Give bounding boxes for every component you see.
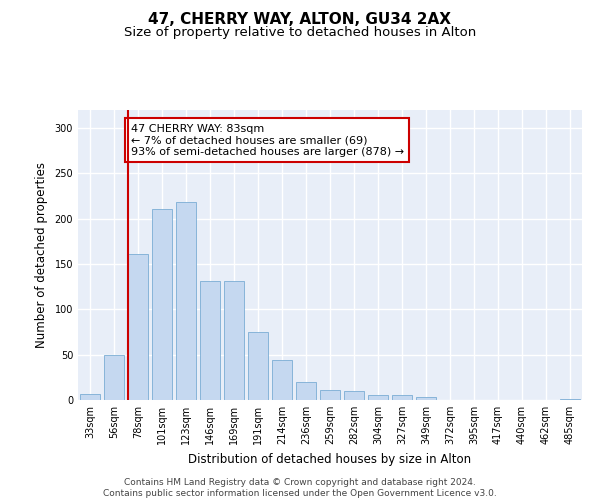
Bar [416, 398, 436, 400]
Bar [272, 360, 292, 400]
Text: Size of property relative to detached houses in Alton: Size of property relative to detached ho… [124, 26, 476, 39]
Bar [200, 282, 220, 400]
Bar [224, 282, 244, 400]
Bar [176, 202, 196, 400]
Bar [560, 399, 580, 400]
Text: 47 CHERRY WAY: 83sqm
← 7% of detached houses are smaller (69)
93% of semi-detach: 47 CHERRY WAY: 83sqm ← 7% of detached ho… [131, 124, 404, 157]
Bar [248, 332, 268, 400]
X-axis label: Distribution of detached houses by size in Alton: Distribution of detached houses by size … [188, 452, 472, 466]
Y-axis label: Number of detached properties: Number of detached properties [35, 162, 47, 348]
Bar [392, 394, 412, 400]
Bar [368, 394, 388, 400]
Bar [104, 354, 124, 400]
Bar [296, 382, 316, 400]
Text: 47, CHERRY WAY, ALTON, GU34 2AX: 47, CHERRY WAY, ALTON, GU34 2AX [149, 12, 452, 28]
Bar [128, 254, 148, 400]
Bar [320, 390, 340, 400]
Bar [152, 209, 172, 400]
Bar [344, 391, 364, 400]
Text: Contains HM Land Registry data © Crown copyright and database right 2024.
Contai: Contains HM Land Registry data © Crown c… [103, 478, 497, 498]
Bar [80, 394, 100, 400]
